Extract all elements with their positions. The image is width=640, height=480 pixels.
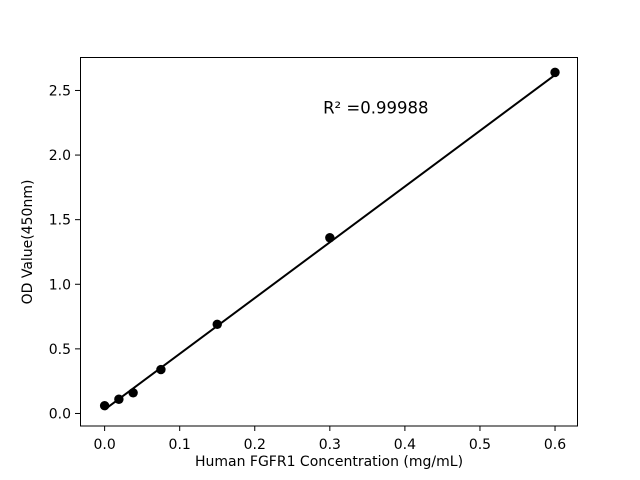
y-tick-label: 2.0 [49,148,71,164]
y-axis-label: OD Value(450nm) [20,180,36,305]
x-tick-label: 0.4 [394,437,416,453]
x-tick-label: 0.5 [469,437,491,453]
x-tick-label: 0.6 [544,437,566,453]
data-point [114,394,124,404]
x-axis-ticks: 0.0 0.1 0.2 0.3 0.4 0.5 0.6 [93,426,566,453]
x-tick-label: 0.2 [244,437,266,453]
plot-frame [80,57,578,427]
data-point [128,388,138,398]
x-axis-label: Human FGFR1 Concentration (mg/mL) [195,454,463,470]
y-tick-label: 0.5 [49,342,71,358]
data-point [550,67,560,78]
data-point [212,319,222,330]
data-point [99,401,110,411]
y-tick-label: 2.5 [49,83,71,99]
y-tick-label: 1.0 [49,277,71,293]
x-tick-label: 0.0 [93,437,115,453]
r-squared-annotation: R² =0.99988 [323,98,428,117]
x-tick-label: 0.3 [319,437,341,453]
data-points [99,67,560,411]
data-point [156,364,166,375]
x-tick-label: 0.1 [169,437,191,453]
data-point [325,233,335,243]
y-tick-label: 1.5 [49,213,71,229]
y-axis-ticks: 0.0 0.5 1.0 1.5 2.0 2.5 [49,83,80,422]
y-tick-label: 0.0 [49,406,71,422]
